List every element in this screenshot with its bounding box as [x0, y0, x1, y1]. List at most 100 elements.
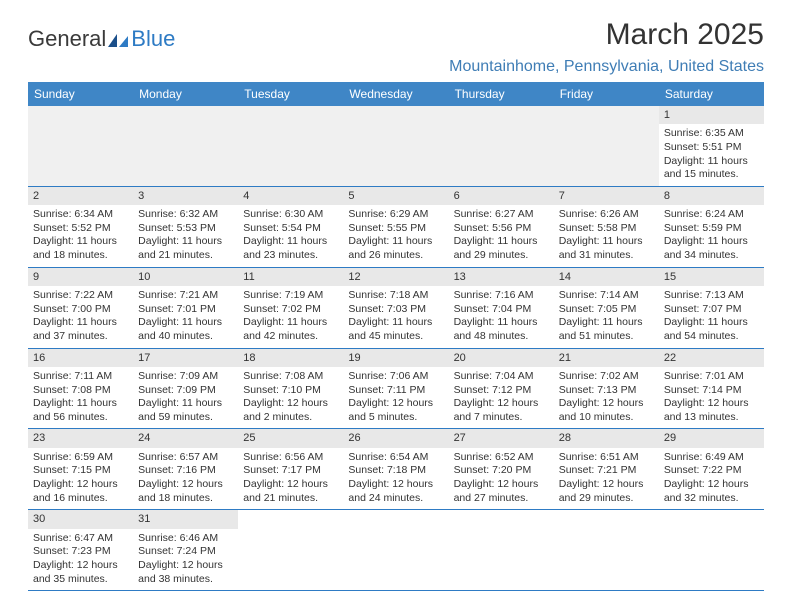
- day-number: 22: [659, 349, 764, 367]
- day-details: Sunrise: 7:14 AMSunset: 7:05 PMDaylight:…: [554, 286, 659, 348]
- sunset-text: Sunset: 7:23 PM: [33, 545, 128, 559]
- sunset-text: Sunset: 7:16 PM: [138, 464, 233, 478]
- day-details: Sunrise: 7:02 AMSunset: 7:13 PMDaylight:…: [554, 367, 659, 429]
- daylight-text: Daylight: 11 hours and 40 minutes.: [138, 316, 233, 343]
- sunrise-text: Sunrise: 7:01 AM: [664, 370, 759, 384]
- day-details: Sunrise: 7:22 AMSunset: 7:00 PMDaylight:…: [28, 286, 133, 348]
- calendar-week: 16Sunrise: 7:11 AMSunset: 7:08 PMDayligh…: [28, 348, 764, 429]
- calendar-cell: 5Sunrise: 6:29 AMSunset: 5:55 PMDaylight…: [343, 186, 448, 267]
- calendar-cell: [449, 510, 554, 591]
- sunrise-text: Sunrise: 7:18 AM: [348, 289, 443, 303]
- sunrise-text: Sunrise: 7:11 AM: [33, 370, 128, 384]
- day-details: Sunrise: 7:11 AMSunset: 7:08 PMDaylight:…: [28, 367, 133, 429]
- sunrise-text: Sunrise: 6:57 AM: [138, 451, 233, 465]
- day-number: 3: [133, 187, 238, 205]
- sunset-text: Sunset: 7:11 PM: [348, 384, 443, 398]
- sunrise-text: Sunrise: 6:51 AM: [559, 451, 654, 465]
- month-title: March 2025: [449, 18, 764, 52]
- daylight-text: Daylight: 11 hours and 23 minutes.: [243, 235, 338, 262]
- calendar-cell: 16Sunrise: 7:11 AMSunset: 7:08 PMDayligh…: [28, 348, 133, 429]
- calendar-cell: 21Sunrise: 7:02 AMSunset: 7:13 PMDayligh…: [554, 348, 659, 429]
- day-details: Sunrise: 7:21 AMSunset: 7:01 PMDaylight:…: [133, 286, 238, 348]
- page-header: General Blue March 2025 Mountainhome, Pe…: [28, 18, 764, 76]
- calendar-cell: [133, 106, 238, 186]
- daylight-text: Daylight: 12 hours and 35 minutes.: [33, 559, 128, 586]
- calendar-cell: 7Sunrise: 6:26 AMSunset: 5:58 PMDaylight…: [554, 186, 659, 267]
- calendar-week: 30Sunrise: 6:47 AMSunset: 7:23 PMDayligh…: [28, 510, 764, 591]
- sunset-text: Sunset: 7:12 PM: [454, 384, 549, 398]
- daylight-text: Daylight: 11 hours and 37 minutes.: [33, 316, 128, 343]
- day-details: Sunrise: 7:09 AMSunset: 7:09 PMDaylight:…: [133, 367, 238, 429]
- day-details: Sunrise: 6:51 AMSunset: 7:21 PMDaylight:…: [554, 448, 659, 510]
- calendar-cell: 17Sunrise: 7:09 AMSunset: 7:09 PMDayligh…: [133, 348, 238, 429]
- sunrise-text: Sunrise: 7:21 AM: [138, 289, 233, 303]
- calendar-cell: [343, 510, 448, 591]
- day-number: 25: [238, 429, 343, 447]
- sunrise-text: Sunrise: 7:14 AM: [559, 289, 654, 303]
- day-details: Sunrise: 6:57 AMSunset: 7:16 PMDaylight:…: [133, 448, 238, 510]
- calendar-cell: [238, 510, 343, 591]
- sunrise-text: Sunrise: 6:26 AM: [559, 208, 654, 222]
- day-header: Monday: [133, 82, 238, 106]
- daylight-text: Daylight: 11 hours and 34 minutes.: [664, 235, 759, 262]
- sunset-text: Sunset: 7:15 PM: [33, 464, 128, 478]
- day-details: Sunrise: 6:49 AMSunset: 7:22 PMDaylight:…: [659, 448, 764, 510]
- day-number: 30: [28, 510, 133, 528]
- day-header: Tuesday: [238, 82, 343, 106]
- sunset-text: Sunset: 5:55 PM: [348, 222, 443, 236]
- daylight-text: Daylight: 11 hours and 42 minutes.: [243, 316, 338, 343]
- sunrise-text: Sunrise: 6:56 AM: [243, 451, 338, 465]
- calendar-cell: 3Sunrise: 6:32 AMSunset: 5:53 PMDaylight…: [133, 186, 238, 267]
- calendar-cell: 8Sunrise: 6:24 AMSunset: 5:59 PMDaylight…: [659, 186, 764, 267]
- day-details: Sunrise: 6:24 AMSunset: 5:59 PMDaylight:…: [659, 205, 764, 267]
- sunset-text: Sunset: 7:00 PM: [33, 303, 128, 317]
- daylight-text: Daylight: 12 hours and 5 minutes.: [348, 397, 443, 424]
- day-number: 21: [554, 349, 659, 367]
- day-details: Sunrise: 6:30 AMSunset: 5:54 PMDaylight:…: [238, 205, 343, 267]
- sunrise-text: Sunrise: 7:19 AM: [243, 289, 338, 303]
- daylight-text: Daylight: 11 hours and 26 minutes.: [348, 235, 443, 262]
- sunrise-text: Sunrise: 6:35 AM: [664, 127, 759, 141]
- day-details: Sunrise: 7:19 AMSunset: 7:02 PMDaylight:…: [238, 286, 343, 348]
- day-details: Sunrise: 7:04 AMSunset: 7:12 PMDaylight:…: [449, 367, 554, 429]
- sunset-text: Sunset: 5:54 PM: [243, 222, 338, 236]
- day-details: Sunrise: 6:34 AMSunset: 5:52 PMDaylight:…: [28, 205, 133, 267]
- day-details: Sunrise: 7:16 AMSunset: 7:04 PMDaylight:…: [449, 286, 554, 348]
- day-header: Wednesday: [343, 82, 448, 106]
- calendar-cell: [554, 106, 659, 186]
- sunrise-text: Sunrise: 7:22 AM: [33, 289, 128, 303]
- daylight-text: Daylight: 12 hours and 24 minutes.: [348, 478, 443, 505]
- sunset-text: Sunset: 7:05 PM: [559, 303, 654, 317]
- day-number: 28: [554, 429, 659, 447]
- day-number: 13: [449, 268, 554, 286]
- sunset-text: Sunset: 5:52 PM: [33, 222, 128, 236]
- calendar-cell: 30Sunrise: 6:47 AMSunset: 7:23 PMDayligh…: [28, 510, 133, 591]
- calendar-cell: 25Sunrise: 6:56 AMSunset: 7:17 PMDayligh…: [238, 429, 343, 510]
- sunset-text: Sunset: 7:02 PM: [243, 303, 338, 317]
- day-number: 10: [133, 268, 238, 286]
- sunrise-text: Sunrise: 6:27 AM: [454, 208, 549, 222]
- daylight-text: Daylight: 12 hours and 32 minutes.: [664, 478, 759, 505]
- calendar-cell: 22Sunrise: 7:01 AMSunset: 7:14 PMDayligh…: [659, 348, 764, 429]
- day-header: Saturday: [659, 82, 764, 106]
- day-number: 24: [133, 429, 238, 447]
- sunrise-text: Sunrise: 6:34 AM: [33, 208, 128, 222]
- calendar-cell: 13Sunrise: 7:16 AMSunset: 7:04 PMDayligh…: [449, 267, 554, 348]
- sunset-text: Sunset: 7:18 PM: [348, 464, 443, 478]
- calendar-cell: 10Sunrise: 7:21 AMSunset: 7:01 PMDayligh…: [133, 267, 238, 348]
- calendar-table: SundayMondayTuesdayWednesdayThursdayFrid…: [28, 82, 764, 591]
- calendar-cell: 27Sunrise: 6:52 AMSunset: 7:20 PMDayligh…: [449, 429, 554, 510]
- daylight-text: Daylight: 11 hours and 21 minutes.: [138, 235, 233, 262]
- calendar-cell: [343, 106, 448, 186]
- calendar-week: 23Sunrise: 6:59 AMSunset: 7:15 PMDayligh…: [28, 429, 764, 510]
- day-number: 8: [659, 187, 764, 205]
- sunrise-text: Sunrise: 6:54 AM: [348, 451, 443, 465]
- day-header: Sunday: [28, 82, 133, 106]
- calendar-cell: [238, 106, 343, 186]
- daylight-text: Daylight: 11 hours and 48 minutes.: [454, 316, 549, 343]
- daylight-text: Daylight: 12 hours and 7 minutes.: [454, 397, 549, 424]
- day-details: Sunrise: 6:32 AMSunset: 5:53 PMDaylight:…: [133, 205, 238, 267]
- logo-word-1: General: [28, 26, 106, 52]
- day-details: Sunrise: 7:18 AMSunset: 7:03 PMDaylight:…: [343, 286, 448, 348]
- logo-sail-icon: [108, 27, 130, 41]
